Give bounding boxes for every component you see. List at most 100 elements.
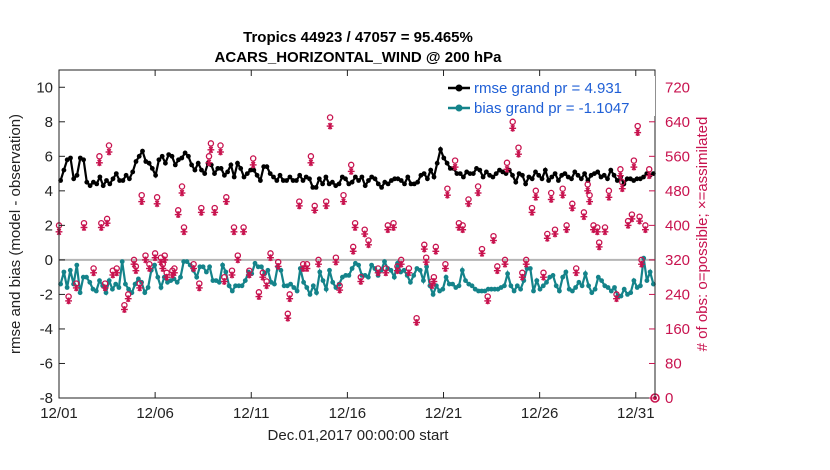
series-point-rmse xyxy=(87,183,93,189)
series-point-rmse xyxy=(336,181,342,187)
series-point-rmse xyxy=(611,172,617,178)
obs-assimilated-point xyxy=(465,200,472,208)
obs-assimilated-point xyxy=(528,209,536,216)
series-point-bias xyxy=(621,286,627,292)
obs-assimilated-point xyxy=(211,209,219,216)
y2-tick-label: 80 xyxy=(665,355,682,372)
series-point-rmse xyxy=(179,155,185,161)
series-point-rmse xyxy=(136,153,142,159)
series-point-rmse xyxy=(84,179,90,185)
obs-assimilated-point xyxy=(228,271,236,279)
series-point-bias xyxy=(265,267,271,273)
obs-assimilated-point xyxy=(142,256,149,264)
series-point-rmse xyxy=(405,174,411,180)
series-point-bias xyxy=(349,266,355,271)
series-point-bias xyxy=(323,286,329,292)
series-point-bias xyxy=(592,286,598,292)
series-point-bias xyxy=(570,288,575,294)
obs-assimilated-point xyxy=(584,187,592,195)
series-point-bias xyxy=(450,281,455,287)
series-point-rmse xyxy=(199,167,204,173)
series-point-bias xyxy=(77,290,83,296)
obs-possible-point xyxy=(444,185,451,192)
obs-assimilated-point xyxy=(326,122,334,130)
series-point-rmse xyxy=(552,171,558,177)
series-point-rmse xyxy=(539,176,545,182)
series-point-rmse xyxy=(156,157,162,163)
obs-assimilated-point xyxy=(522,260,530,268)
series-point-bias xyxy=(216,279,222,285)
series-point-rmse xyxy=(457,171,463,177)
obs-possible-point xyxy=(217,142,224,149)
obs-assimilated-point xyxy=(624,222,632,229)
obs-assimilated-point xyxy=(161,256,169,264)
obs-assimilated-point xyxy=(105,148,113,156)
series-point-bias xyxy=(443,274,449,280)
obs-assimilated-point xyxy=(547,196,555,203)
series-point-bias xyxy=(605,285,611,290)
series-point-rmse xyxy=(529,176,535,182)
series-point-rmse xyxy=(454,171,460,177)
obs-assimilated-point xyxy=(638,260,645,268)
series-point-rmse xyxy=(349,179,355,185)
series-point-rmse xyxy=(343,176,348,182)
series-point-bias xyxy=(391,274,397,280)
y-tick-label: -2 xyxy=(40,286,53,303)
y-tick-label: -6 xyxy=(40,355,53,372)
series-point-rmse xyxy=(231,174,237,180)
obs-assimilated-point xyxy=(132,267,140,275)
series-point-rmse xyxy=(402,181,407,187)
series-point-rmse xyxy=(513,179,519,185)
y2-tick-label: 160 xyxy=(665,321,690,338)
series-point-bias xyxy=(288,281,293,287)
series-point-rmse xyxy=(146,160,152,166)
series-point-bias xyxy=(239,283,245,289)
series-point-rmse xyxy=(172,162,178,168)
series-point-bias xyxy=(511,288,517,294)
series-point-rmse xyxy=(153,172,159,178)
obs-assimilated-point xyxy=(572,269,580,277)
series-point-bias xyxy=(469,283,475,289)
series-point-bias xyxy=(226,283,232,289)
series-point-rmse xyxy=(267,171,273,177)
series-point-bias xyxy=(388,267,394,273)
obs-assimilated-point xyxy=(459,226,467,234)
series-point-bias xyxy=(229,288,235,294)
y2-tick-label: 720 xyxy=(665,79,690,96)
series-point-rmse xyxy=(316,176,322,182)
y2-tick-label: 320 xyxy=(665,252,690,269)
obs-assimilated-point xyxy=(451,163,459,171)
series-point-bias xyxy=(599,278,604,283)
series-point-rmse xyxy=(605,176,610,182)
series-point-rmse xyxy=(523,181,528,187)
obs-possible-point xyxy=(586,191,593,199)
obs-assimilated-point xyxy=(340,198,347,205)
series-point-rmse xyxy=(362,183,368,189)
series-point-bias xyxy=(553,283,559,289)
obs-assimilated-point xyxy=(617,172,624,180)
obs-possible-point xyxy=(515,144,522,151)
series-point-bias xyxy=(540,283,546,289)
obs-assimilated-point xyxy=(136,284,144,292)
obs-assimilated-point xyxy=(286,295,294,303)
series-point-bias xyxy=(583,271,588,277)
series-point-bias xyxy=(142,290,148,296)
series-point-rmse xyxy=(444,160,450,166)
obs-assimilated-point xyxy=(336,286,344,294)
series-point-bias xyxy=(119,259,125,264)
series-point-bias xyxy=(200,264,206,270)
series-point-bias xyxy=(573,285,578,290)
obs-possible-point xyxy=(605,187,613,195)
series-point-bias xyxy=(314,290,319,296)
series-point-rmse xyxy=(280,178,286,183)
series-point-bias xyxy=(174,279,180,285)
obs-assimilated-point xyxy=(220,278,228,285)
obs-assimilated-point xyxy=(618,185,626,193)
series-point-rmse xyxy=(241,174,247,180)
series-point-rmse xyxy=(287,174,293,180)
series-point-bias xyxy=(116,285,122,290)
obs-possible-point xyxy=(249,155,257,162)
series-point-rmse xyxy=(169,153,175,159)
series-point-rmse xyxy=(244,171,250,177)
series-point-rmse xyxy=(520,172,525,178)
